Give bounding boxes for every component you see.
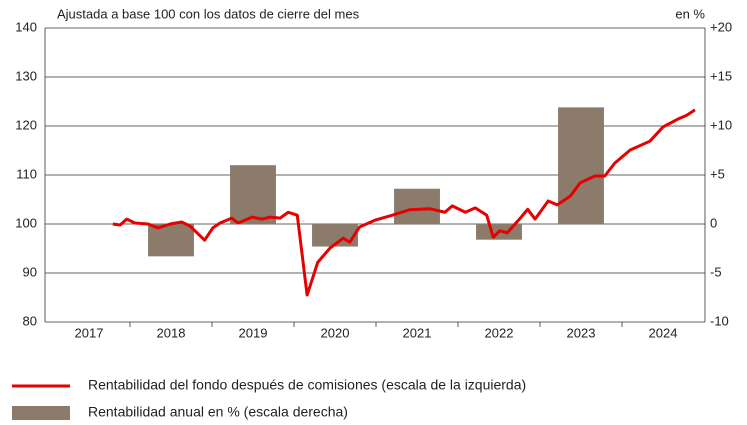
y-tick-label: 120 xyxy=(15,117,37,132)
x-tick-label: 2024 xyxy=(649,325,678,340)
line xyxy=(112,108,696,297)
y-tick-label: 80 xyxy=(23,313,37,328)
x-tick-label: 2022 xyxy=(485,325,514,340)
y-tick-label: 110 xyxy=(16,166,37,181)
y2-tick-label: +10 xyxy=(710,117,732,132)
y2-tick-label: -5 xyxy=(710,264,722,279)
y-tick-label: 140 xyxy=(15,19,37,34)
bar xyxy=(558,107,604,224)
y-tick-label: 130 xyxy=(15,68,37,83)
x-tick-label: 2019 xyxy=(239,325,268,340)
y2-tick-label: -10 xyxy=(710,313,729,328)
y2-tick-label: +5 xyxy=(710,166,725,181)
y-tick-label: 100 xyxy=(15,215,37,230)
x-tick-label: 2020 xyxy=(321,325,350,340)
legend-label: Rentabilidad del fondo después de comisi… xyxy=(88,377,526,393)
bar xyxy=(230,165,276,224)
legend-label: Rentabilidad anual en % (escala derecha) xyxy=(88,404,348,420)
y2-tick-label: +15 xyxy=(710,68,732,83)
x-tick-label: 2021 xyxy=(403,325,432,340)
x-tick-label: 2018 xyxy=(157,325,186,340)
subtitle: Ajustada a base 100 con los datos de cie… xyxy=(57,6,360,21)
y2-axis-label: en % xyxy=(675,6,705,21)
y2-tick-label: +20 xyxy=(710,19,732,34)
x-tick-label: 2023 xyxy=(567,325,596,340)
bar xyxy=(394,188,440,224)
y-tick-label: 90 xyxy=(23,264,37,279)
legend-swatch xyxy=(12,406,70,420)
y2-tick-label: 0 xyxy=(710,215,717,230)
x-tick-label: 2017 xyxy=(75,325,104,340)
bar xyxy=(148,224,194,257)
